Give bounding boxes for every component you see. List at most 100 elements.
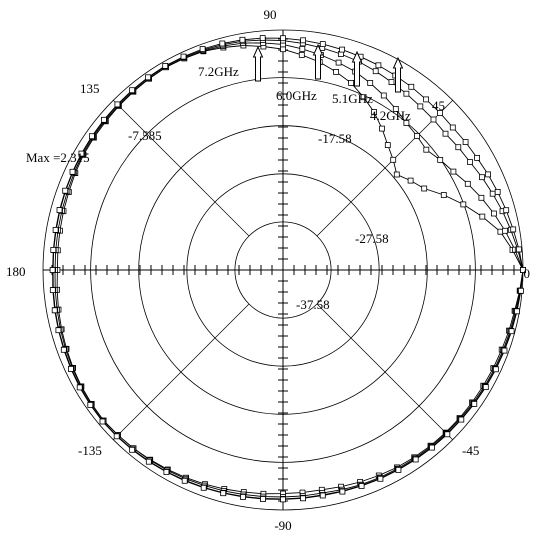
data-point <box>503 207 510 214</box>
data-point <box>89 133 95 140</box>
data-point <box>455 144 462 151</box>
data-point <box>497 228 504 235</box>
data-point <box>360 94 367 101</box>
data-point <box>259 35 266 41</box>
data-point <box>414 133 420 139</box>
angle-label-minus-90: -90 <box>274 518 291 533</box>
data-point <box>76 384 83 391</box>
data-point <box>437 156 444 163</box>
data-point <box>508 328 515 335</box>
data-point <box>444 431 451 438</box>
data-point <box>56 207 63 214</box>
data-point <box>339 46 346 53</box>
data-point <box>220 490 227 497</box>
data-point <box>87 401 94 408</box>
data-point <box>518 287 524 294</box>
data-point <box>490 210 497 217</box>
data-point <box>371 109 378 115</box>
data-point <box>429 444 435 451</box>
legend-label-5-1ghz: 5.1GHz <box>332 91 373 106</box>
data-point <box>69 168 76 175</box>
data-point <box>240 493 246 500</box>
axis-spoke--135 <box>113 303 250 440</box>
data-point <box>450 168 457 175</box>
data-point <box>113 433 120 440</box>
data-point <box>377 475 384 482</box>
data-point <box>403 90 410 97</box>
data-point <box>219 40 226 47</box>
ring-label-minus-3758: -37.58 <box>296 297 330 312</box>
data-point <box>421 185 428 192</box>
data-point <box>492 366 499 373</box>
data-point <box>298 52 305 58</box>
data-point <box>200 484 207 491</box>
data-point <box>520 267 526 273</box>
data-point <box>319 41 326 47</box>
legend-arrow-7-2ghz <box>252 45 264 82</box>
data-point <box>449 124 456 131</box>
data-point <box>129 446 136 453</box>
data-point <box>358 483 365 489</box>
axis-spoke--45 <box>316 303 453 440</box>
data-point <box>403 120 410 126</box>
data-point <box>319 492 326 499</box>
data-point <box>379 125 385 132</box>
data-point <box>392 106 399 112</box>
data-point <box>333 69 340 75</box>
data-point <box>423 96 430 103</box>
data-point <box>145 74 152 81</box>
data-point <box>114 101 121 108</box>
data-point <box>49 267 56 273</box>
data-point <box>474 154 481 161</box>
data-point <box>430 116 437 123</box>
angle-label-90: 90 <box>264 7 277 22</box>
data-point <box>68 365 74 372</box>
legend-label-4-2ghz: 4.2GHz <box>370 108 411 123</box>
data-point <box>239 36 246 43</box>
legend-label-6-0ghz: 6.0GHz <box>276 88 317 103</box>
angle-label-minus-135: -135 <box>78 443 102 458</box>
data-point <box>440 192 447 198</box>
data-point <box>408 83 415 90</box>
data-point <box>52 226 59 233</box>
max-label: Max =2.315 <box>26 150 90 165</box>
data-point <box>348 80 355 86</box>
data-point <box>437 110 444 116</box>
data-point <box>180 53 187 60</box>
data-point <box>99 418 106 425</box>
data-point <box>300 495 306 502</box>
axis-spoke-135 <box>113 100 250 237</box>
legend-arrow-5-1ghz <box>351 50 363 87</box>
legend-arrow-6-0ghz <box>312 43 324 80</box>
polar-grid <box>42 29 524 511</box>
data-point <box>62 187 69 194</box>
legend-arrow-4-2ghz <box>392 56 404 93</box>
data-point <box>260 496 266 502</box>
data-point <box>280 46 286 53</box>
data-point <box>280 35 286 42</box>
data-point <box>367 80 374 86</box>
data-point <box>471 400 478 407</box>
data-point <box>514 308 520 315</box>
series-line <box>52 39 524 500</box>
data-point <box>60 346 67 353</box>
data-point <box>489 190 496 197</box>
data-point <box>460 201 467 208</box>
data-point <box>390 156 397 163</box>
data-point <box>162 63 169 69</box>
data-point <box>299 46 306 52</box>
data-point <box>417 103 424 110</box>
ring-label-minus-2758: -27.58 <box>355 231 389 246</box>
data-point <box>388 79 395 85</box>
data-point <box>479 213 486 220</box>
data-point <box>372 68 379 75</box>
ring-label-minus-1758: -17.58 <box>318 131 352 146</box>
series-6-0ghz <box>50 37 526 502</box>
angle-label-135: 135 <box>80 81 100 96</box>
data-point <box>478 194 485 201</box>
data-point <box>510 226 517 233</box>
data-point <box>423 146 430 153</box>
axis-spoke-45 <box>316 100 453 237</box>
data-point <box>395 466 402 473</box>
angle-label-minus-45: -45 <box>462 443 479 458</box>
